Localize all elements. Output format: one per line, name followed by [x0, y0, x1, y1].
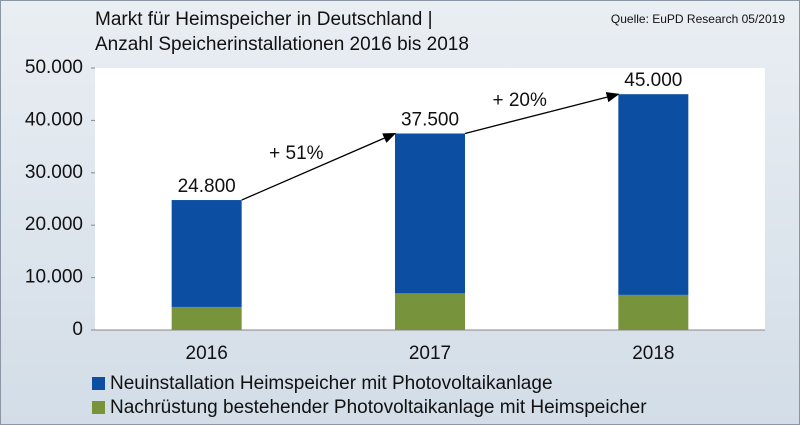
total-label-bg — [617, 69, 690, 92]
y-tick-label: 30.000 — [25, 162, 83, 183]
total-label: 45.000 — [624, 70, 682, 91]
legend-label: Nachrüstung bestehender Photovoltaikanla… — [110, 397, 647, 418]
total-label: 37.500 — [401, 110, 459, 131]
x-tick-label: 2017 — [409, 343, 451, 364]
source: Quelle: EuPD Research 05/2019 — [611, 12, 785, 26]
chart-subtitle: Anzahl Speicherinstallationen 2016 bis 2… — [95, 34, 469, 55]
bar-segment — [395, 133, 465, 294]
total-label-bg — [394, 108, 466, 131]
y-tick-label: 0 — [72, 319, 83, 340]
total-label: 24.800 — [178, 176, 236, 197]
total-label-bg — [170, 175, 243, 198]
legend-label: Neuinstallation Heimspeicher mit Photovo… — [110, 373, 553, 394]
chart-title: Markt für Heimspeicher in Deutschland | — [95, 9, 433, 30]
y-tick-label: 20.000 — [25, 214, 83, 235]
y-tick-label: 50.000 — [25, 57, 83, 78]
bar-segment — [618, 294, 689, 330]
growth-arrow — [464, 92, 620, 135]
legend-swatch — [92, 377, 105, 390]
bar-segment — [171, 200, 242, 307]
y-tick-label: 40.000 — [25, 109, 83, 130]
growth-annotation: + 20% — [492, 90, 547, 111]
x-tick-label: 2016 — [186, 343, 228, 364]
y-tick-label: 10.000 — [25, 267, 83, 288]
bar-segment — [171, 306, 242, 330]
x-tick-label: 2018 — [632, 343, 674, 364]
growth-arrow — [241, 132, 397, 201]
legend-swatch — [92, 401, 105, 414]
bar-segment — [618, 94, 689, 295]
growth-annotation: + 51% — [269, 143, 324, 164]
bar-segment — [395, 293, 465, 330]
